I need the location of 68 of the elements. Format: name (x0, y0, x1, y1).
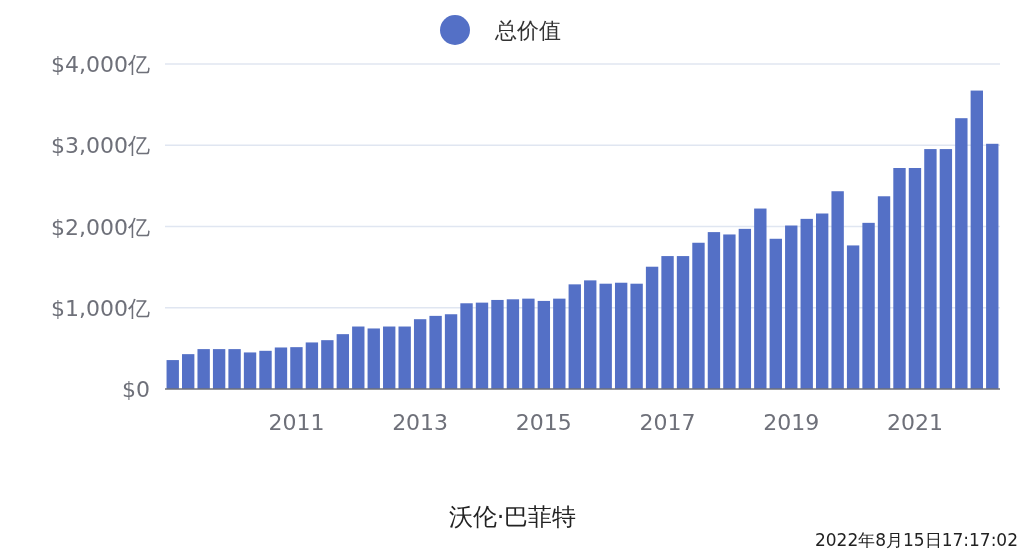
bar (707, 232, 721, 389)
bar (676, 256, 690, 389)
bar (197, 349, 210, 389)
bar (614, 282, 628, 389)
bar (846, 245, 860, 389)
bar (800, 218, 813, 389)
y-tick-label: $4,000亿 (51, 52, 150, 77)
x-tick-label: 2021 (886, 410, 943, 435)
bar (321, 340, 334, 389)
bar (630, 283, 643, 389)
bar (553, 298, 566, 389)
bar (212, 349, 226, 389)
y-tick-label: $0 (122, 377, 150, 402)
bar (305, 342, 319, 389)
bar (290, 347, 303, 389)
x-tick-label: 2017 (639, 410, 696, 435)
bar (645, 266, 659, 389)
x-tick-label: 2019 (763, 410, 820, 435)
bar (383, 326, 396, 389)
x-axis-title: 沃伦·巴菲特 (448, 503, 577, 531)
bar (367, 328, 380, 389)
x-tick-label: 2011 (268, 410, 325, 435)
bar (336, 334, 350, 389)
bar (475, 302, 489, 389)
bar (568, 284, 581, 389)
bar (815, 213, 829, 389)
bar (924, 149, 937, 389)
text: 2022年8月15日17:17:02 (814, 530, 1018, 550)
bar (893, 168, 906, 389)
bar (413, 319, 427, 389)
bar (182, 354, 195, 389)
bar (537, 300, 551, 389)
bar (738, 228, 752, 389)
y-tick-label: $2,000亿 (51, 214, 150, 240)
bar (769, 238, 782, 389)
bar (166, 360, 179, 389)
bar (352, 326, 365, 389)
bar (599, 283, 612, 389)
bar (986, 143, 999, 389)
bar (955, 118, 968, 389)
bar (243, 352, 257, 389)
bar (274, 347, 288, 389)
bar (398, 326, 411, 389)
legend-label: 总价值 (494, 18, 561, 43)
bar (584, 280, 597, 389)
bar (831, 191, 844, 389)
bar (785, 225, 798, 389)
x-tick-label: 2013 (392, 410, 449, 435)
bar (723, 234, 736, 389)
y-tick-label: $1,000亿 (51, 295, 150, 321)
bar (877, 196, 891, 389)
bar (491, 299, 504, 389)
bar (692, 242, 705, 389)
bar (444, 314, 458, 389)
bar (429, 315, 442, 389)
bar (460, 303, 473, 389)
bar (259, 350, 272, 389)
bar (908, 168, 922, 389)
bar (228, 349, 241, 389)
bar (939, 149, 953, 389)
bar (506, 299, 520, 389)
bar (862, 222, 875, 389)
bar (754, 208, 767, 389)
bar (970, 90, 983, 389)
bar (522, 298, 535, 389)
y-tick-label: $3,000亿 (51, 133, 150, 159)
x-tick-label: 2015 (515, 410, 572, 435)
bar (661, 256, 674, 389)
